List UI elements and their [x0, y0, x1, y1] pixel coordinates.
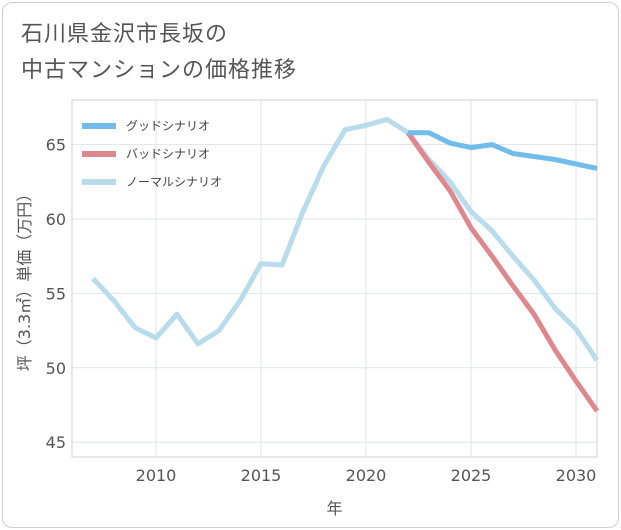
x-tick-label: 2020 — [346, 466, 387, 485]
legend-label-2: バッドシナリオ — [126, 147, 210, 161]
legend-label-1: グッドシナリオ — [126, 119, 210, 133]
y-tick-label: 50 — [46, 359, 66, 378]
series-line-3 — [91, 116, 600, 362]
chart-title-line-1: 石川県金沢市長坂の — [21, 22, 229, 47]
x-tick-label: 2030 — [556, 466, 597, 485]
chart-title: 石川県金沢市長坂の 中古マンションの価格推移 — [21, 17, 297, 89]
y-tick-label: 45 — [46, 433, 66, 452]
legend-label-3: ノーマルシナリオ — [126, 175, 222, 189]
x-tick-label: 2025 — [451, 466, 492, 485]
x-tick-label: 2010 — [136, 466, 177, 485]
plot-area — [71, 99, 598, 458]
y-tick-label: 55 — [46, 284, 66, 303]
y-tick-label: 65 — [46, 136, 66, 155]
series-line-2 — [405, 131, 600, 413]
series-line-1 — [408, 130, 598, 171]
y-tick-label: 60 — [46, 210, 66, 229]
chart-title-line-2: 中古マンションの価格推移 — [21, 58, 298, 83]
x-tick-label: 2015 — [241, 466, 282, 485]
x-axis-label: 年 — [326, 499, 342, 518]
y-axis-label: 坪（3.3㎡）単価（万円） — [15, 186, 34, 371]
